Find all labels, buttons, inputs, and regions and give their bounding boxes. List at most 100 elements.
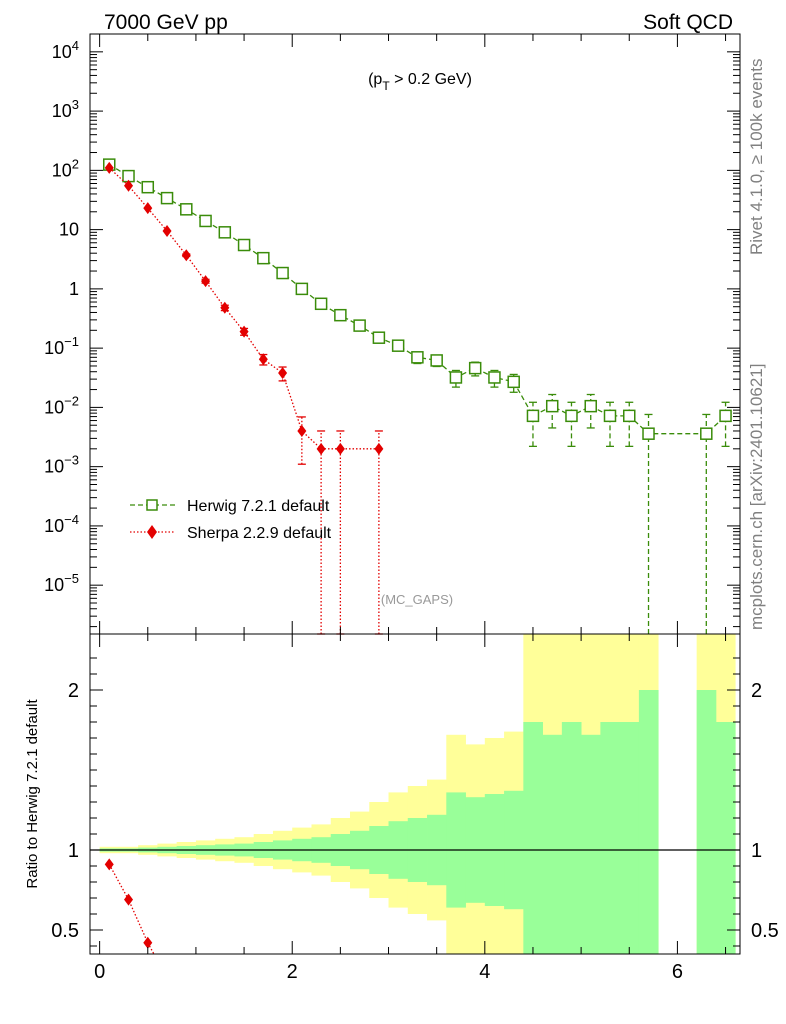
ratio-x-tick-label: 4 <box>479 961 490 983</box>
ratio-band-1sigma <box>600 722 621 954</box>
sherpa-point <box>104 161 114 174</box>
sherpa-point <box>297 424 307 437</box>
herwig-point <box>545 399 559 413</box>
ratio-y-tick-label-left: 0.5 <box>51 920 79 942</box>
series-line-0 <box>108 164 727 435</box>
series-line-1 <box>108 167 379 450</box>
herwig-point <box>719 409 732 423</box>
legend-herwig-label: Herwig 7.2.1 default <box>187 498 330 515</box>
ratio-y-tick-label-right: 1 <box>751 840 762 862</box>
analysis-label: (MC_GAPS) <box>381 592 453 607</box>
ratio-y-tick-label-left: 1 <box>68 840 79 862</box>
header-right-title: Soft QCD <box>643 11 733 34</box>
ratio-sherpa-point <box>143 936 153 949</box>
ratio-band-1sigma <box>638 690 659 954</box>
herwig-point <box>411 351 424 364</box>
ratio-sherpa-point <box>104 858 114 871</box>
herwig-point <box>507 375 520 389</box>
ratio-y-tick-label-right: 0.5 <box>751 920 779 942</box>
main-y-tick-label: 10−4 <box>44 512 79 536</box>
ratio-x-tick-label: 0 <box>94 961 105 983</box>
ratio-band-1sigma <box>715 722 736 954</box>
herwig-point <box>700 427 713 440</box>
ratio-axis-ticks: 2 2 1 1 0.5 0.5 0 2 4 6 <box>51 634 779 983</box>
main-y-tick-label: 10−2 <box>44 393 79 417</box>
herwig-point <box>565 409 578 423</box>
sherpa-point <box>278 367 288 380</box>
header-left-title: 7000 GeV pp <box>104 11 228 34</box>
herwig-point <box>488 371 501 384</box>
sherpa-point <box>374 442 384 455</box>
ratio-band-1sigma <box>696 690 717 954</box>
sherpa-point <box>239 325 249 338</box>
herwig-point <box>526 409 540 423</box>
rivet-version-label: Rivet 4.1.0, ≥ 100k events <box>747 59 766 255</box>
ratio-x-tick-label: 2 <box>287 961 298 983</box>
sherpa-point <box>162 224 172 237</box>
main-y-tick-label: 10−1 <box>44 334 79 358</box>
herwig-point <box>141 180 155 194</box>
legend-sherpa-marker <box>147 525 157 539</box>
herwig-point <box>276 266 289 280</box>
herwig-point <box>180 203 193 216</box>
ratio-y-tick-label-left: 2 <box>68 680 79 702</box>
ratio-band-1sigma <box>581 734 601 954</box>
herwig-point <box>218 226 232 239</box>
herwig-point <box>430 354 443 367</box>
legend: Herwig 7.2.1 default Sherpa 2.2.9 defaul… <box>130 498 332 542</box>
herwig-point <box>449 371 463 384</box>
main-y-tick-label: 103 <box>52 97 79 121</box>
ratio-x-tick-label: 6 <box>672 961 683 983</box>
herwig-point <box>237 238 251 252</box>
ratio-plot-frame <box>89 633 741 955</box>
main-y-tick-label: 104 <box>52 38 79 62</box>
herwig-point <box>391 339 405 352</box>
main-y-tick-label: 10 <box>59 220 79 240</box>
main-y-tick-label: 102 <box>52 156 79 180</box>
herwig-point <box>199 214 212 228</box>
herwig-point <box>603 409 617 423</box>
herwig-point <box>334 308 347 322</box>
main-y-tick-label: 10−3 <box>44 453 79 477</box>
legend-sherpa-label: Sherpa 2.2.9 default <box>187 525 332 542</box>
main-y-tick-label: 1 <box>69 279 79 299</box>
herwig-point <box>584 399 597 413</box>
main-y-tick-label: 10−5 <box>44 571 79 595</box>
sherpa-point <box>181 249 191 262</box>
sherpa-point <box>258 353 268 366</box>
ratio-plot-data-layer <box>90 634 740 954</box>
sherpa-point <box>220 301 230 314</box>
ratio-sherpa-line <box>108 864 155 954</box>
herwig-point <box>623 409 636 423</box>
legend-herwig-marker <box>146 499 158 511</box>
ratio-plot-panel: 2 2 1 1 0.5 0.5 0 2 4 6 Ratio to Herwig 7.2.1 def… <box>24 633 779 983</box>
sherpa-point <box>335 442 345 455</box>
ratio-band-1sigma <box>619 722 640 954</box>
pt-cut-annotation: (pT > 0.2 GeV) <box>368 71 472 93</box>
sherpa-point <box>124 179 134 192</box>
sherpa-point <box>201 275 211 288</box>
ratio-band-1sigma <box>542 734 563 954</box>
ratio-sherpa-point <box>124 893 134 906</box>
ratio-band-1sigma <box>561 722 582 954</box>
main-plot-data-layer <box>103 158 732 635</box>
ratio-band-1sigma <box>523 722 543 954</box>
herwig-point <box>160 191 174 205</box>
herwig-point <box>468 361 482 375</box>
herwig-point <box>257 251 270 265</box>
main-plot-frame <box>89 33 741 635</box>
herwig-point <box>642 427 655 440</box>
ratio-y-axis-label: Ratio to Herwig 7.2.1 default <box>24 699 41 889</box>
sherpa-point <box>143 202 153 215</box>
ratio-series-group <box>104 858 155 954</box>
mcplots-label: mcplots.cern.ch [arXiv:2401.10621] <box>747 364 766 630</box>
herwig-point <box>353 319 366 332</box>
sherpa-point <box>316 442 326 455</box>
herwig-point <box>372 331 386 344</box>
ratio-y-tick-label-right: 2 <box>751 680 762 702</box>
herwig-point <box>295 282 309 296</box>
herwig-point <box>314 297 328 311</box>
